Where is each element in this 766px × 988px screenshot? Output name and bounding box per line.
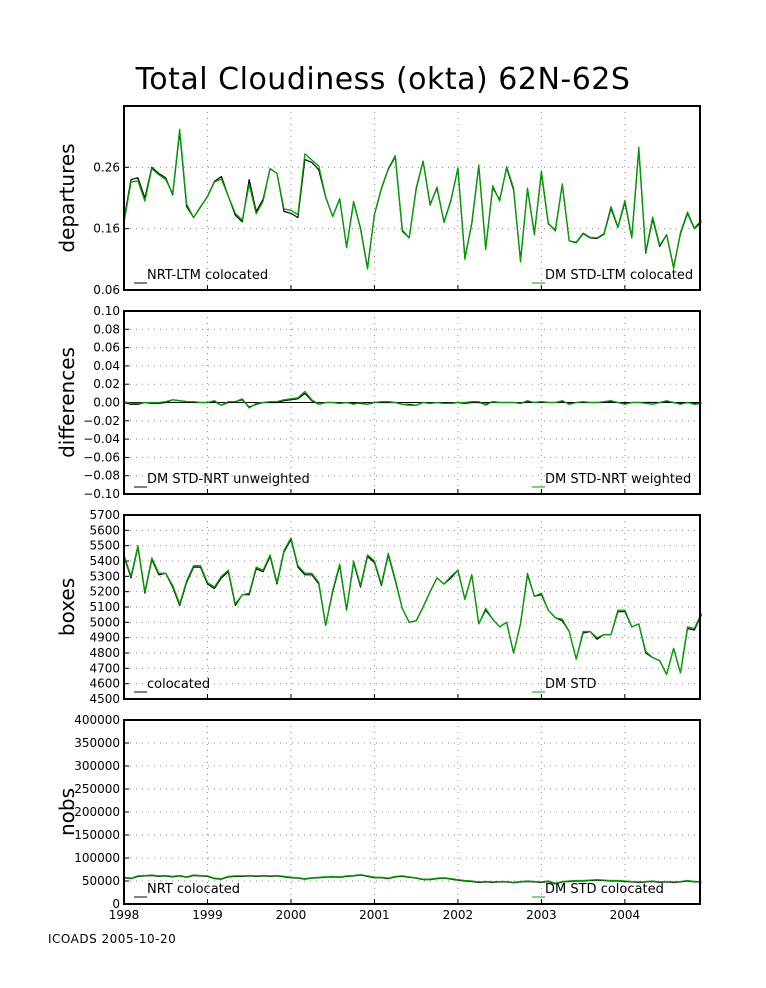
legend-left: DM STD-NRT unweighted [147,472,310,487]
y-tick-label: 4700 [89,661,120,675]
x-tick-label: 2004 [610,908,641,922]
y-tick-label: 0.02 [93,377,120,391]
x-tick-label: 2001 [359,908,390,922]
y-tick-label: 0.04 [93,359,120,373]
y-tick-label: 0 [112,897,120,911]
y-tick-label: 0.10 [93,304,120,318]
y-tick-label: 4600 [89,677,120,691]
chart-title: Total Cloudiness (okta) 62N-62S [135,62,631,97]
y-tick-label: 250000 [74,782,120,796]
y-tick-label: 0.26 [93,160,120,174]
y-tick-label: 5100 [89,600,120,614]
y-tick-label: 5700 [89,508,120,522]
y-tick-label: −0.02 [83,414,120,428]
y-axis-label: differences [55,347,79,458]
y-tick-label: 300000 [74,759,120,773]
y-tick-label: 4800 [89,646,120,660]
y-tick-label: 5200 [89,585,120,599]
series-line-green [123,537,702,676]
y-tick-label: −0.06 [83,450,120,464]
y-tick-label: 350000 [74,736,120,750]
legend-right: DM STD colocated [545,882,664,897]
y-tick-label: 5400 [89,554,120,568]
y-tick-label: 400000 [74,713,120,727]
panel-frame [123,310,701,495]
y-tick-label: −0.10 [83,487,120,501]
y-tick-label: 4500 [89,692,120,706]
y-tick-label: 5600 [89,523,120,537]
panel-frame [123,514,701,700]
legend-left: colocated [147,677,210,692]
y-tick-label: 0.00 [93,396,120,410]
y-tick-label: 0.06 [93,341,120,355]
x-tick-label: 1999 [192,908,223,922]
y-tick-label: 50000 [82,874,120,888]
series-line-green [123,128,702,270]
x-tick-label: 2003 [526,908,557,922]
y-tick-label: −0.04 [83,432,120,446]
legend-right: DM STD-NRT weighted [545,472,691,487]
y-tick-label: 4900 [89,631,120,645]
panel-frame [123,719,701,905]
y-axis-label: nobs [55,788,79,836]
legend-left: NRT-LTM colocated [147,268,268,283]
y-tick-label: 0.06 [93,283,120,297]
series-line-green [123,390,702,409]
panel-frame [123,105,701,291]
y-tick-label: −0.08 [83,469,120,483]
series-line-black [123,131,702,269]
y-tick-label: 5300 [89,569,120,583]
y-tick-label: 0.08 [93,322,120,336]
y-axis-label: departures [55,143,79,252]
series-line-green [123,873,702,884]
x-tick-label: 2000 [276,908,307,922]
y-tick-label: 0.16 [93,222,120,236]
y-tick-label: 200000 [74,805,120,819]
legend-left: NRT colocated [147,882,240,897]
legend-right: DM STD-LTM colocated [545,268,693,283]
y-tick-label: 100000 [74,851,120,865]
x-tick-label: 2002 [443,908,474,922]
y-tick-label: 5000 [89,615,120,629]
legend-right: DM STD [545,677,597,692]
x-tick-label: 1998 [109,908,140,922]
y-tick-label: 5500 [89,539,120,553]
y-axis-label: boxes [55,578,79,636]
y-tick-label: 150000 [74,828,120,842]
footer-credit: ICOADS 2005-10-20 [48,932,177,946]
